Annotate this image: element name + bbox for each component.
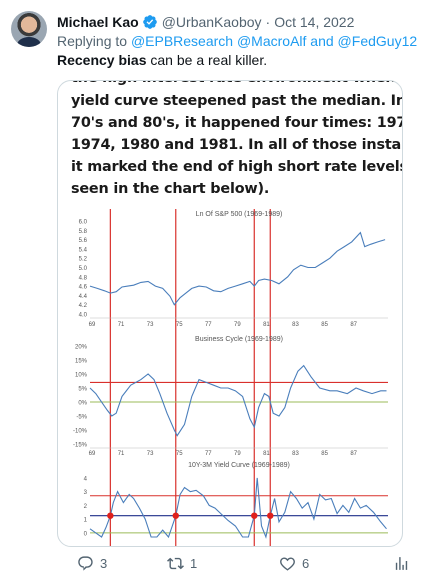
x-tick-label-1-9: 87 bbox=[350, 451, 357, 457]
replying-to: Replying to @EPBResearch @MacroAlf and @… bbox=[57, 33, 417, 49]
y-tick-label-1-0: -15% bbox=[73, 443, 88, 449]
x-tick-label-0-9: 87 bbox=[350, 322, 357, 328]
media-text-line-2: 70's and 80's, it happened four times: 1… bbox=[71, 115, 403, 131]
media-text-line-5: seen in the chart below). bbox=[71, 181, 270, 197]
y-tick-label-2-0: 0 bbox=[84, 531, 88, 537]
x-tick-label-0-6: 81 bbox=[263, 322, 270, 328]
media-text-line-4: it marked the end of high short rate lev… bbox=[71, 159, 403, 175]
reply-icon bbox=[78, 555, 93, 571]
retweet-icon bbox=[167, 557, 184, 569]
x-tick-label-0-4: 77 bbox=[205, 322, 212, 328]
y-tick-label-1-2: -5% bbox=[76, 415, 87, 421]
y-tick-label-1-6: 15% bbox=[75, 359, 88, 365]
author-name[interactable]: Michael Kao bbox=[57, 14, 139, 30]
x-tick-label-1-6: 81 bbox=[263, 451, 270, 457]
y-tick-label-2-3: 3 bbox=[84, 490, 88, 496]
author-handle[interactable]: @UrbanKaoboy bbox=[161, 14, 262, 30]
x-tick-label-0-5: 79 bbox=[234, 322, 241, 328]
x-tick-label-0-0: 69 bbox=[89, 322, 96, 328]
tweet-actions: 3 1 6 bbox=[57, 553, 413, 573]
tweet-text: Recency bias can be a real killer. bbox=[57, 52, 267, 68]
x-tick-label-0-1: 71 bbox=[118, 322, 125, 328]
tweet-date[interactable]: Oct 14, 2022 bbox=[274, 14, 355, 30]
chart-title-0: Ln Of S&P 500 (1969-1989) bbox=[196, 211, 283, 218]
views-button[interactable] bbox=[393, 553, 410, 573]
tweet-text-bold: Recency bias bbox=[57, 52, 147, 68]
x-tick-label-0-2: 73 bbox=[147, 322, 154, 328]
marker-point-2-0 bbox=[107, 512, 114, 519]
reply-button[interactable]: 3 bbox=[77, 553, 107, 573]
verified-badge-icon bbox=[142, 15, 157, 29]
separator-dot: · bbox=[265, 14, 271, 30]
y-tick-label-2-4: 4 bbox=[84, 476, 88, 482]
media-text-cut-line: the high interest rate environment when … bbox=[71, 81, 402, 89]
series-line-1 bbox=[89, 364, 387, 437]
y-tick-label-0-8: 5.6 bbox=[79, 238, 88, 244]
marker-point-2-2 bbox=[251, 512, 258, 519]
x-tick-label-1-1: 71 bbox=[118, 451, 125, 457]
tweet-header: Michael Kao @UrbanKaoboy · Oct 14, 2022 bbox=[57, 12, 417, 32]
y-tick-label-1-5: 10% bbox=[75, 373, 88, 379]
y-tick-label-0-4: 4.8 bbox=[79, 275, 88, 281]
series-line-2 bbox=[89, 477, 387, 539]
marker-point-2-3 bbox=[267, 512, 274, 519]
like-button[interactable]: 6 bbox=[279, 553, 309, 573]
y-tick-label-1-7: 20% bbox=[75, 345, 88, 351]
charts-figure: Ln Of S&P 500 (1969-1989) 4.0 4.2 4.4 4.6 4.8… bbox=[73, 209, 388, 546]
y-tick-label-0-2: 4.4 bbox=[79, 294, 88, 300]
y-tick-label-0-6: 5.2 bbox=[79, 257, 88, 263]
y-tick-label-1-1: -10% bbox=[73, 429, 88, 435]
x-tick-label-1-0: 69 bbox=[89, 451, 96, 457]
media-text-line-1: yield curve steepened past the median. I… bbox=[71, 93, 403, 109]
y-tick-label-2-1: 1 bbox=[84, 518, 88, 524]
avatar-shirt bbox=[17, 37, 41, 47]
tweet-media[interactable]: the high interest rate environment when … bbox=[57, 80, 403, 547]
retweet-count: 1 bbox=[190, 555, 198, 571]
y-tick-label-0-9: 5.8 bbox=[79, 229, 88, 235]
views-icon bbox=[395, 556, 408, 570]
x-tick-label-1-5: 79 bbox=[234, 451, 241, 457]
media-text-line-3: 1974, 1980 and 1981. In all of those ins… bbox=[71, 137, 402, 153]
reply-count: 3 bbox=[100, 555, 108, 571]
y-tick-label-0-7: 5.4 bbox=[79, 247, 88, 253]
tweet-text-rest: can be a real killer. bbox=[146, 52, 268, 68]
y-tick-label-0-3: 4.6 bbox=[79, 285, 88, 291]
x-tick-label-1-3: 75 bbox=[176, 451, 183, 457]
marker-point-2-1 bbox=[172, 512, 179, 519]
y-tick-label-0-10: 6.0 bbox=[79, 220, 88, 226]
replying-to-link[interactable]: @EPBResearch @MacroAlf and @FedGuy12 bbox=[130, 33, 418, 49]
y-tick-label-2-2: 2 bbox=[84, 504, 88, 510]
x-tick-label-1-7: 83 bbox=[292, 451, 299, 457]
like-count: 6 bbox=[302, 555, 310, 571]
x-tick-label-0-7: 83 bbox=[292, 322, 299, 328]
y-tick-label-0-1: 4.2 bbox=[79, 303, 88, 309]
retweet-button[interactable]: 1 bbox=[167, 553, 197, 573]
x-tick-label-1-2: 73 bbox=[147, 451, 154, 457]
author-avatar[interactable] bbox=[11, 11, 47, 47]
x-tick-label-1-4: 77 bbox=[205, 451, 212, 457]
y-tick-label-1-4: 5% bbox=[78, 387, 87, 393]
x-tick-label-0-8: 85 bbox=[321, 322, 328, 328]
chart-title-1: Business Cycle (1969-1989) bbox=[195, 336, 283, 343]
series-line-0 bbox=[89, 231, 386, 306]
x-tick-label-1-8: 85 bbox=[321, 451, 328, 457]
x-tick-label-0-3: 75 bbox=[176, 322, 183, 328]
y-tick-label-1-3: 0% bbox=[78, 401, 87, 407]
replying-prefix: Replying to bbox=[57, 33, 128, 49]
y-tick-label-0-5: 5.0 bbox=[79, 266, 88, 272]
chart-title-2: 10Y-3M Yield Curve (1969-1989) bbox=[188, 462, 290, 469]
y-tick-label-0-0: 4.0 bbox=[79, 313, 88, 319]
heart-icon bbox=[280, 556, 295, 571]
